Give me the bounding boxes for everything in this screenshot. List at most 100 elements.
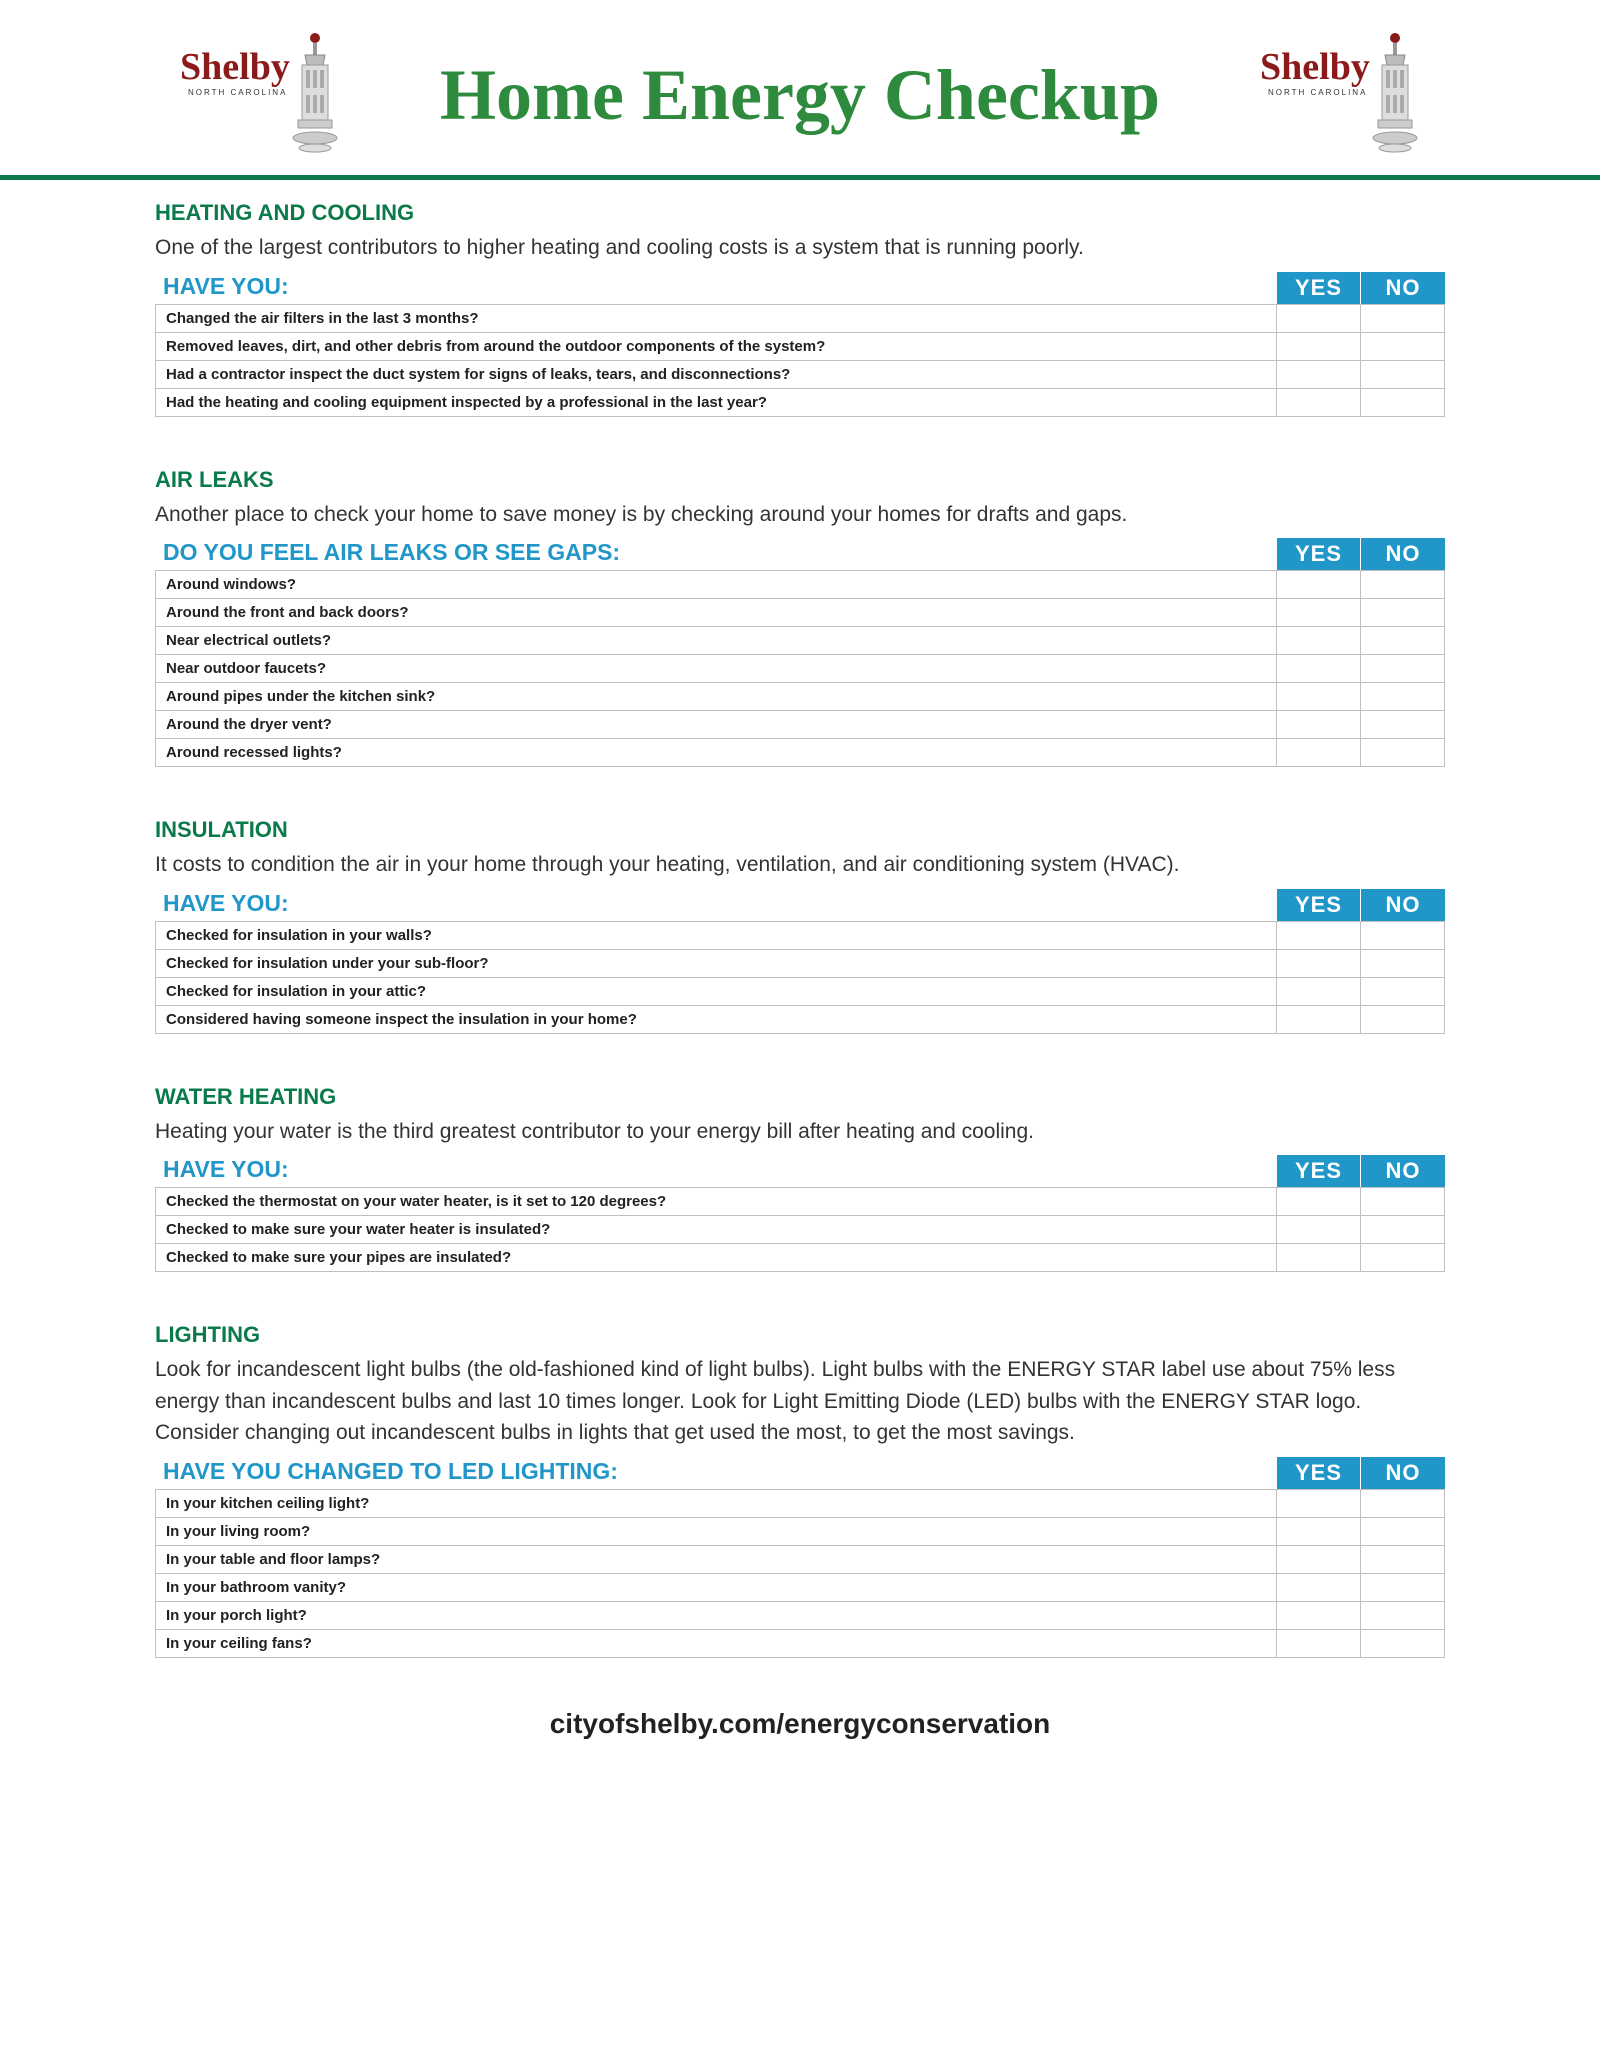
- no-cell[interactable]: [1361, 1517, 1445, 1545]
- yes-cell[interactable]: [1277, 1545, 1361, 1573]
- header: Shelby NORTH CAROLINA Home Energy Checku…: [0, 0, 1600, 170]
- no-cell[interactable]: [1361, 1005, 1445, 1033]
- question-cell: Around the front and back doors?: [156, 599, 1277, 627]
- checklist-table: Around windows?Around the front and back…: [155, 570, 1445, 767]
- yes-cell[interactable]: [1277, 1629, 1361, 1657]
- question-cell: Considered having someone inspect the in…: [156, 1005, 1277, 1033]
- yes-header: YES: [1277, 272, 1361, 304]
- yn-headers: YESNO: [1277, 889, 1445, 921]
- table-row: Around windows?: [156, 571, 1445, 599]
- table-row: Around pipes under the kitchen sink?: [156, 683, 1445, 711]
- footer-url: cityofshelby.com/energyconservation: [0, 1708, 1600, 1740]
- no-cell[interactable]: [1361, 949, 1445, 977]
- yes-cell[interactable]: [1277, 711, 1361, 739]
- question-cell: Checked for insulation in your attic?: [156, 977, 1277, 1005]
- table-row: In your kitchen ceiling light?: [156, 1489, 1445, 1517]
- yes-cell[interactable]: [1277, 1188, 1361, 1216]
- yes-cell[interactable]: [1277, 683, 1361, 711]
- prompt-row: HAVE YOU CHANGED TO LED LIGHTING:YESNO: [155, 1457, 1445, 1489]
- yes-cell[interactable]: [1277, 599, 1361, 627]
- section: INSULATIONIt costs to condition the air …: [155, 817, 1445, 1034]
- question-cell: Had the heating and cooling equipment in…: [156, 388, 1277, 416]
- no-cell[interactable]: [1361, 571, 1445, 599]
- yes-cell[interactable]: [1277, 571, 1361, 599]
- section: LIGHTINGLook for incandescent light bulb…: [155, 1322, 1445, 1658]
- no-cell[interactable]: [1361, 683, 1445, 711]
- no-cell[interactable]: [1361, 360, 1445, 388]
- no-cell[interactable]: [1361, 655, 1445, 683]
- checklist-table: In your kitchen ceiling light?In your li…: [155, 1489, 1445, 1658]
- prompt-row: HAVE YOU:YESNO: [155, 1155, 1445, 1187]
- logo-right: Shelby NORTH CAROLINA: [1260, 30, 1420, 160]
- no-cell[interactable]: [1361, 739, 1445, 767]
- table-row: In your table and floor lamps?: [156, 1545, 1445, 1573]
- no-cell[interactable]: [1361, 1244, 1445, 1272]
- yes-cell[interactable]: [1277, 332, 1361, 360]
- table-row: Checked for insulation in your attic?: [156, 977, 1445, 1005]
- no-cell[interactable]: [1361, 1601, 1445, 1629]
- section: WATER HEATINGHeating your water is the t…: [155, 1084, 1445, 1273]
- section-title: HEATING AND COOLING: [155, 200, 1445, 226]
- no-cell[interactable]: [1361, 1489, 1445, 1517]
- question-cell: Near electrical outlets?: [156, 627, 1277, 655]
- section: AIR LEAKSAnother place to check your hom…: [155, 467, 1445, 768]
- content: HEATING AND COOLING One of the largest co…: [0, 180, 1600, 1658]
- checklist-table: Changed the air filters in the last 3 mo…: [155, 304, 1445, 417]
- prompt-label: HAVE YOU:: [155, 1156, 1277, 1187]
- no-header: NO: [1361, 1457, 1445, 1489]
- yes-cell[interactable]: [1277, 1489, 1361, 1517]
- no-cell[interactable]: [1361, 332, 1445, 360]
- question-cell: In your ceiling fans?: [156, 1629, 1277, 1657]
- yn-headers: YESNO: [1277, 272, 1445, 304]
- yes-cell[interactable]: [1277, 388, 1361, 416]
- no-header: NO: [1361, 889, 1445, 921]
- section-title: LIGHTING: [155, 1322, 1445, 1348]
- no-cell[interactable]: [1361, 388, 1445, 416]
- question-cell: Around the dryer vent?: [156, 711, 1277, 739]
- question-cell: Removed leaves, dirt, and other debris f…: [156, 332, 1277, 360]
- yes-cell[interactable]: [1277, 1601, 1361, 1629]
- yes-cell[interactable]: [1277, 1244, 1361, 1272]
- no-cell[interactable]: [1361, 711, 1445, 739]
- yes-cell[interactable]: [1277, 627, 1361, 655]
- yes-cell[interactable]: [1277, 360, 1361, 388]
- yes-cell[interactable]: [1277, 304, 1361, 332]
- question-cell: In your table and floor lamps?: [156, 1545, 1277, 1573]
- no-header: NO: [1361, 1155, 1445, 1187]
- yes-cell[interactable]: [1277, 655, 1361, 683]
- yes-cell[interactable]: [1277, 921, 1361, 949]
- no-cell[interactable]: [1361, 1216, 1445, 1244]
- no-cell[interactable]: [1361, 1573, 1445, 1601]
- yes-cell[interactable]: [1277, 1573, 1361, 1601]
- no-cell[interactable]: [1361, 921, 1445, 949]
- yes-cell[interactable]: [1277, 1005, 1361, 1033]
- logo-left: Shelby NORTH CAROLINA: [180, 30, 340, 160]
- table-row: Changed the air filters in the last 3 mo…: [156, 304, 1445, 332]
- yes-header: YES: [1277, 1155, 1361, 1187]
- yes-cell[interactable]: [1277, 977, 1361, 1005]
- table-row: Near electrical outlets?: [156, 627, 1445, 655]
- no-cell[interactable]: [1361, 627, 1445, 655]
- table-row: Checked for insulation under your sub-fl…: [156, 949, 1445, 977]
- section-desc: Another place to check your home to save…: [155, 499, 1445, 531]
- section-desc: One of the largest contributors to highe…: [155, 232, 1445, 264]
- yn-headers: YESNO: [1277, 1155, 1445, 1187]
- question-cell: Checked to make sure your water heater i…: [156, 1216, 1277, 1244]
- yes-cell[interactable]: [1277, 949, 1361, 977]
- no-cell[interactable]: [1361, 1629, 1445, 1657]
- table-row: Checked to make sure your water heater i…: [156, 1216, 1445, 1244]
- table-row: Considered having someone inspect the in…: [156, 1005, 1445, 1033]
- yn-headers: YESNO: [1277, 538, 1445, 570]
- section-title: WATER HEATING: [155, 1084, 1445, 1110]
- yes-cell[interactable]: [1277, 1517, 1361, 1545]
- no-cell[interactable]: [1361, 304, 1445, 332]
- yes-cell[interactable]: [1277, 1216, 1361, 1244]
- no-cell[interactable]: [1361, 977, 1445, 1005]
- no-cell[interactable]: [1361, 599, 1445, 627]
- no-cell[interactable]: [1361, 1545, 1445, 1573]
- question-cell: Checked to make sure your pipes are insu…: [156, 1244, 1277, 1272]
- yes-cell[interactable]: [1277, 739, 1361, 767]
- logo-text: Shelby: [180, 48, 290, 86]
- no-cell[interactable]: [1361, 1188, 1445, 1216]
- question-cell: In your living room?: [156, 1517, 1277, 1545]
